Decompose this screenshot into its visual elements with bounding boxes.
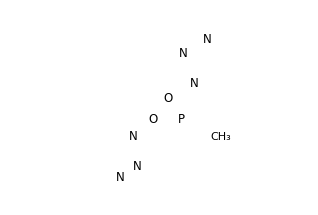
Text: CH₃: CH₃ [211, 132, 232, 142]
Text: N: N [190, 77, 198, 90]
Text: N: N [203, 33, 212, 46]
Text: N: N [115, 171, 124, 184]
Text: N: N [133, 160, 142, 173]
Text: O: O [149, 113, 158, 126]
Text: N: N [179, 47, 188, 60]
Text: P: P [178, 113, 185, 126]
Text: O: O [163, 92, 172, 105]
Text: N: N [129, 130, 137, 143]
